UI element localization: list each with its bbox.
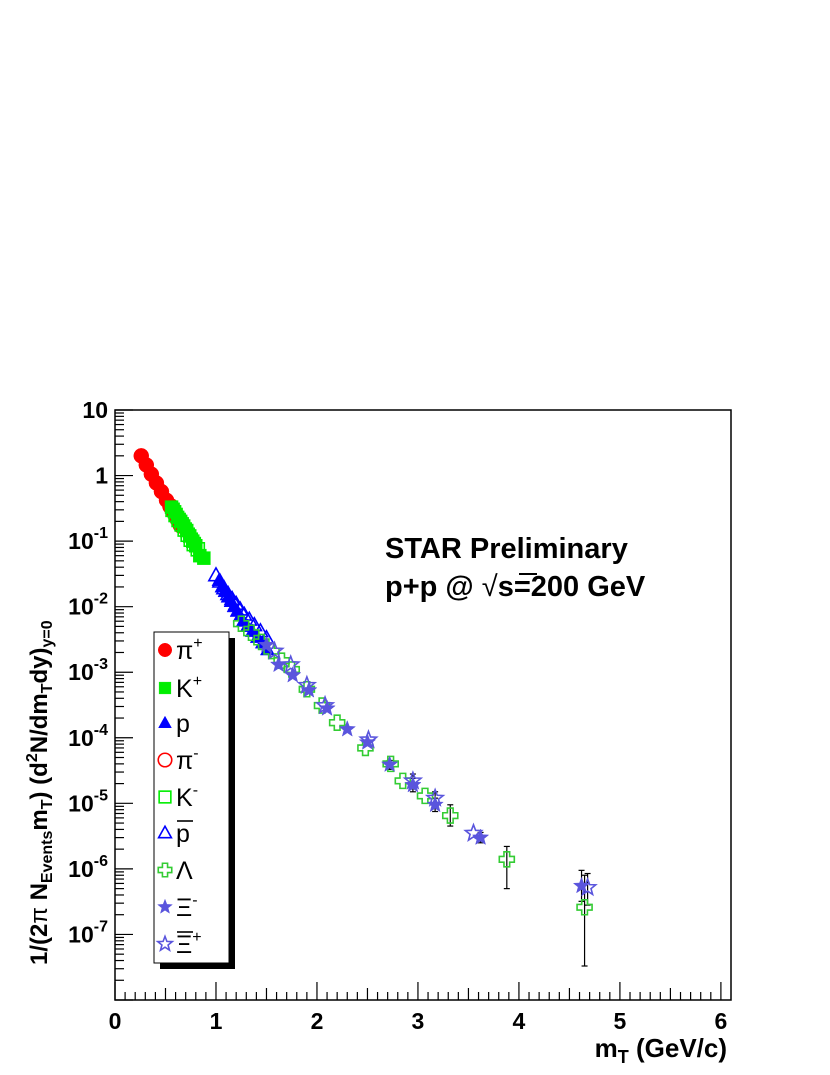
legend-marker-kminus bbox=[158, 790, 172, 804]
ximinus-point bbox=[471, 828, 490, 846]
x-axis-title: mT (GeV/c) bbox=[595, 1033, 727, 1067]
legend-entry-kplus: K+ bbox=[158, 673, 202, 703]
x-axis-ticks bbox=[114, 982, 722, 1000]
y-tick-label: 10-3 bbox=[68, 656, 108, 685]
lambda-point bbox=[382, 755, 399, 773]
lambda-point bbox=[441, 807, 459, 824]
annotation-root: √ bbox=[482, 571, 498, 603]
legend-marker-xiplus bbox=[155, 934, 175, 953]
legend-entry-piminus: π- bbox=[157, 745, 199, 775]
x-tick-label: 2 bbox=[311, 1008, 324, 1034]
x-tick-label: 3 bbox=[412, 1008, 425, 1034]
y-tick-label: 10-5 bbox=[68, 787, 108, 816]
legend-marker-pbar bbox=[157, 824, 173, 839]
x-tick-label: 0 bbox=[109, 1008, 122, 1034]
legend-label-piminus: π- bbox=[176, 745, 199, 775]
y-axis-title: 1/(2π NEventsmT) (d2N/dmTdy)y=0 bbox=[24, 620, 56, 965]
x-axis-tick-labels: 0 1 2 3 4 5 6 bbox=[109, 1008, 728, 1034]
legend-entry-piplus: π+ bbox=[158, 635, 203, 665]
legend-entry-kminus: K- bbox=[158, 782, 198, 812]
legend-marker-ximinus bbox=[157, 898, 173, 914]
legend-label-lambda: Λ bbox=[176, 857, 193, 885]
legend-entry-xiplus: Ξ+ bbox=[155, 929, 202, 959]
xiplus-point bbox=[424, 787, 446, 807]
x-tick-label: 4 bbox=[513, 1008, 526, 1034]
lambda-point bbox=[576, 898, 593, 916]
ximinus-point bbox=[426, 795, 444, 813]
legend-entry-p: p bbox=[158, 710, 190, 738]
legend-marker-lambda bbox=[157, 862, 173, 878]
data-markers bbox=[133, 448, 598, 916]
legend-label-piplus: π+ bbox=[176, 635, 203, 665]
xiplus-point bbox=[314, 694, 336, 715]
xiplus-point bbox=[577, 876, 598, 897]
y-axis-ticks bbox=[115, 409, 133, 1001]
lambda-point bbox=[498, 851, 516, 868]
y-tick-label: 10-1 bbox=[68, 525, 108, 554]
y-tick-label: 1 bbox=[95, 463, 108, 489]
ximinus-point bbox=[338, 720, 357, 737]
y-tick-label: 10 bbox=[82, 397, 108, 423]
legend-marker-p bbox=[158, 715, 172, 728]
lambda-point bbox=[328, 714, 346, 731]
y-tick-label: 10-7 bbox=[68, 918, 108, 947]
legend-label-p: p bbox=[176, 710, 190, 738]
kminus-point bbox=[190, 542, 206, 557]
legend-entry-lambda: Λ bbox=[157, 857, 193, 885]
xiplus-point bbox=[280, 653, 301, 674]
annotation-s: s bbox=[498, 571, 514, 603]
legend-label-pbar: p bbox=[176, 820, 190, 848]
annotation-collision-energy: p+p @ √s=200 GeV bbox=[385, 571, 646, 603]
legend-label-kminus: K- bbox=[176, 782, 198, 812]
ximinus-point bbox=[380, 755, 399, 773]
legend-entry-ximinus: Ξ- bbox=[157, 892, 198, 922]
annotation-suffix: =200 GeV bbox=[514, 571, 646, 603]
y-tick-label: 10-6 bbox=[68, 853, 108, 882]
kminus-point bbox=[186, 536, 202, 552]
x-tick-label: 1 bbox=[210, 1008, 223, 1034]
y-axis-tick-labels: 10 1 10-1 10-2 10-3 10-4 10-5 10-6 10-7 bbox=[68, 397, 108, 947]
x-tick-label: 6 bbox=[715, 1008, 728, 1034]
legend-entry-pbar: p bbox=[157, 820, 193, 848]
legend-label-ximinus: Ξ- bbox=[176, 892, 198, 922]
legend-label-kplus: K+ bbox=[176, 673, 202, 703]
xiplus-point bbox=[463, 822, 484, 842]
xiplus-point bbox=[264, 640, 285, 660]
y-tick-label: 10-4 bbox=[68, 722, 108, 751]
plot-frame bbox=[114, 409, 732, 1001]
x-tick-label: 5 bbox=[614, 1008, 627, 1034]
legend-marker-piminus bbox=[157, 752, 173, 768]
lambda-point bbox=[416, 787, 434, 805]
legend-marker-kplus bbox=[158, 681, 172, 695]
annotation-prefix: p+p @ bbox=[385, 571, 482, 603]
y-tick-label: 10-2 bbox=[68, 591, 108, 620]
xiplus-point bbox=[402, 770, 424, 790]
legend-marker-piplus bbox=[158, 643, 172, 657]
legend-label-xiplus: Ξ+ bbox=[176, 929, 202, 959]
ximinus-point bbox=[283, 666, 302, 683]
xiplus-point bbox=[296, 674, 318, 695]
legend: π+K+pπ-K-pΛΞ-Ξ+ bbox=[153, 631, 235, 969]
xiplus-point bbox=[358, 729, 379, 749]
annotation-star-preliminary: STAR Preliminary bbox=[385, 533, 628, 565]
